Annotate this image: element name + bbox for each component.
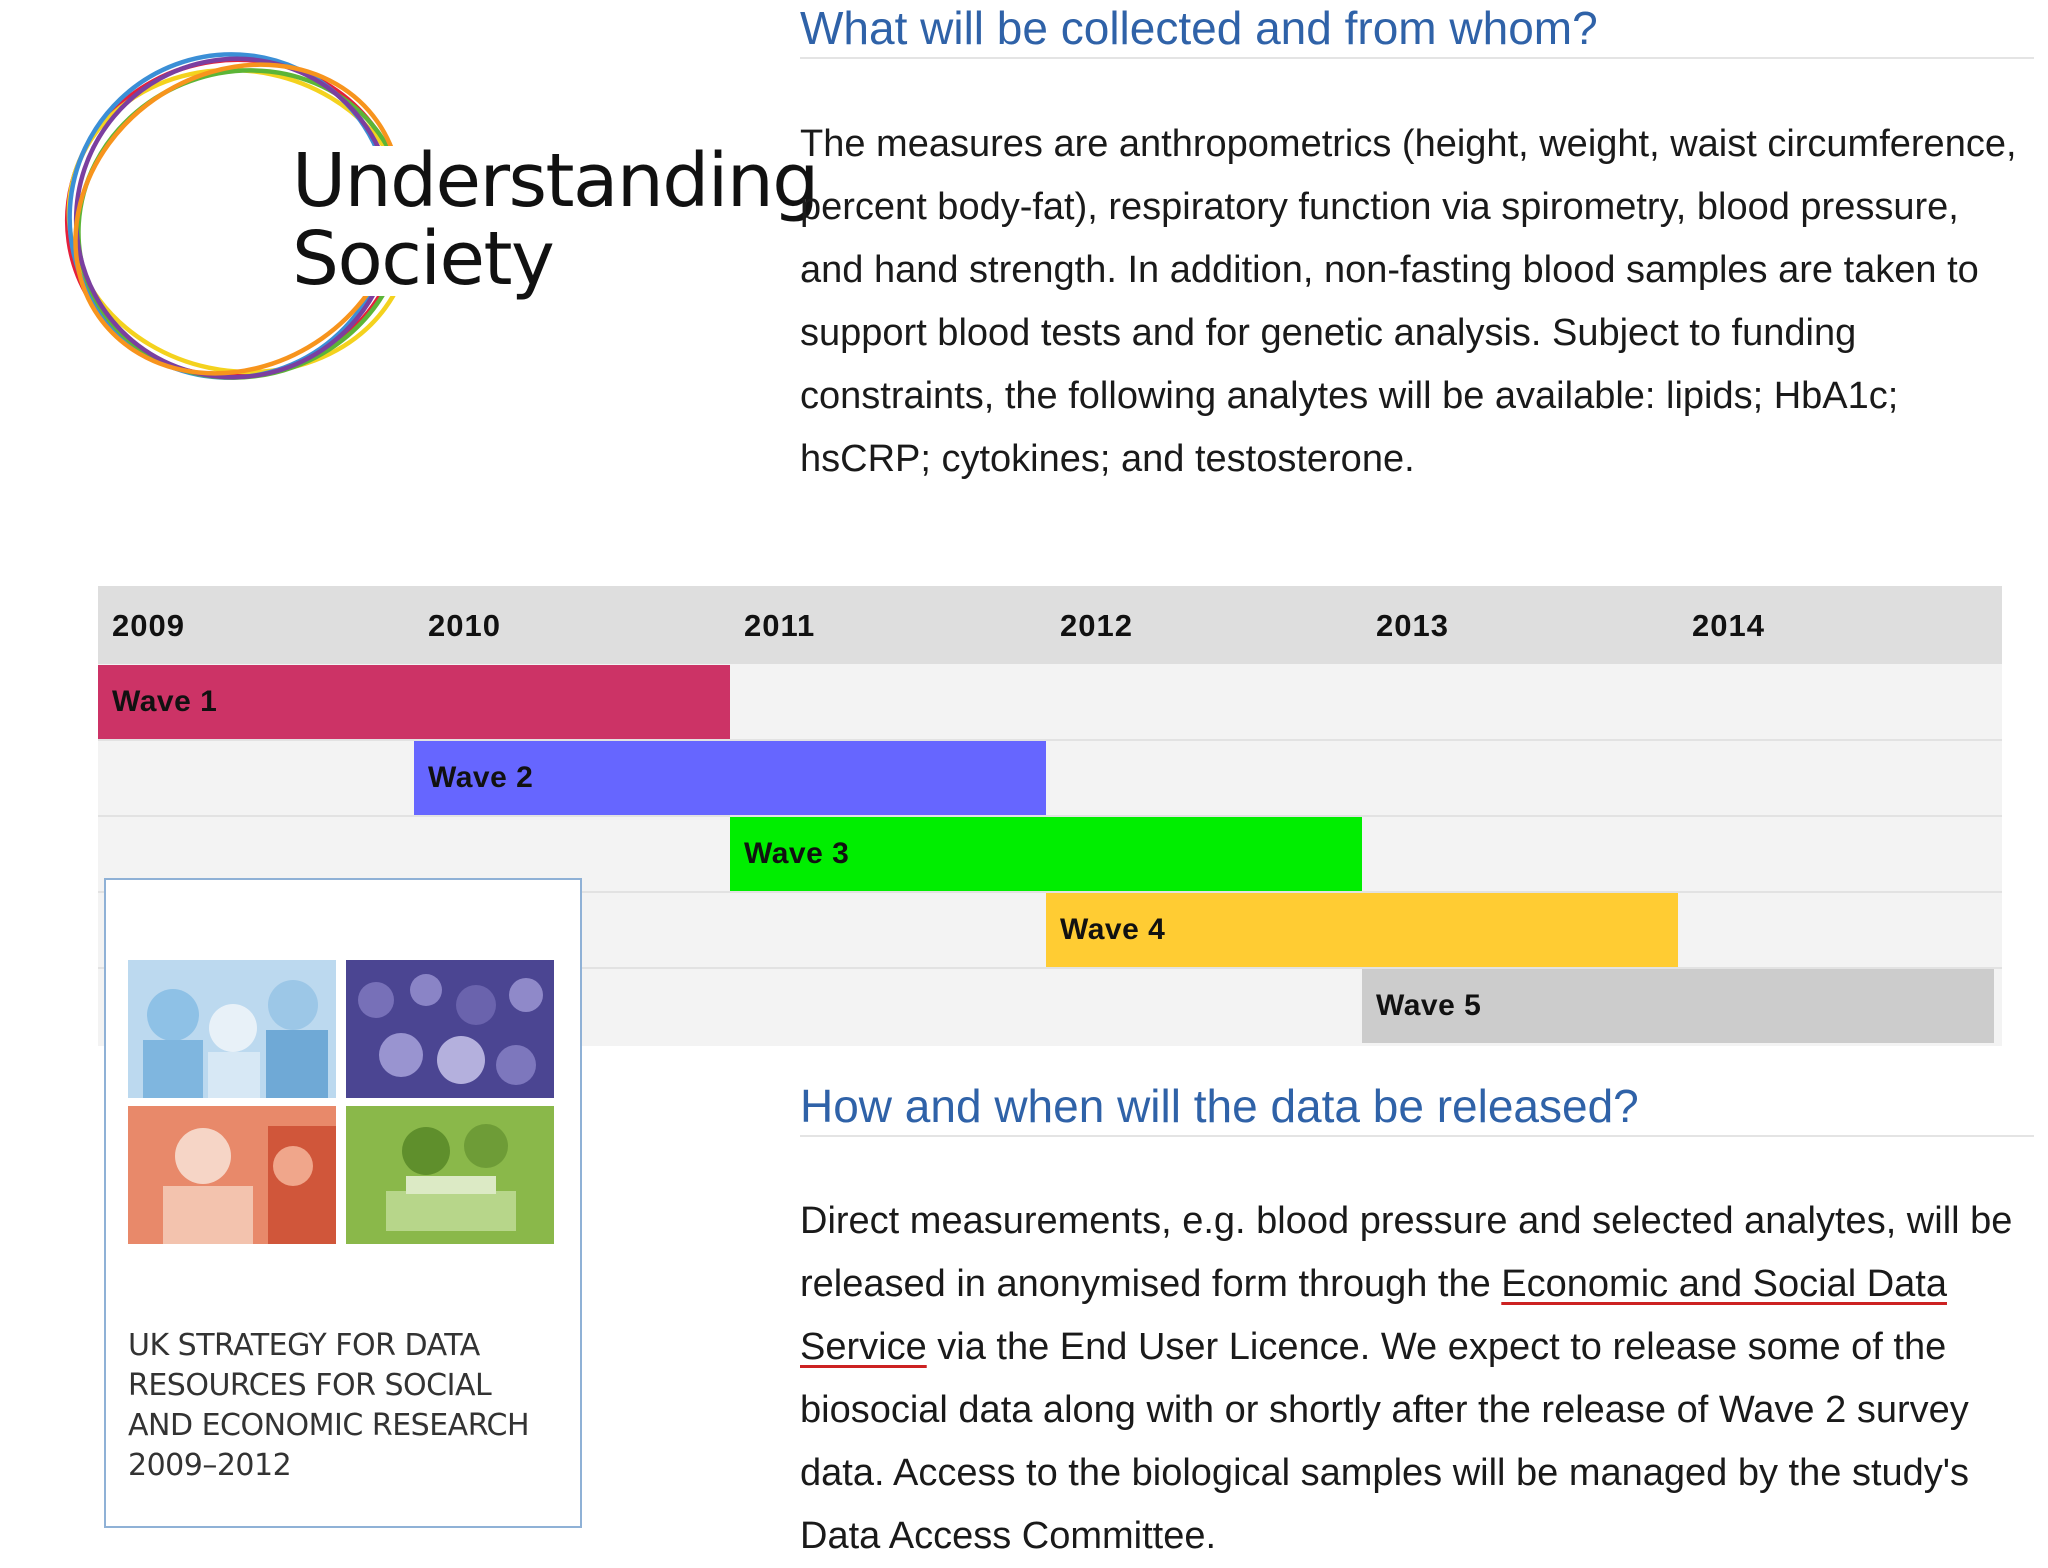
laptop-photo bbox=[346, 1106, 554, 1244]
heading-released: How and when will the data be released? bbox=[800, 1080, 2034, 1137]
report-title: UK STRATEGY FOR DATA RESOURCES FOR SOCIA… bbox=[128, 1326, 568, 1486]
report-title-line: 2009–2012 bbox=[128, 1448, 292, 1483]
timeline-year-label: 2009 bbox=[112, 608, 185, 643]
paragraph-released-part2: via the End User Licence. We expect to r… bbox=[800, 1326, 1970, 1557]
timeline-wave-bar: Wave 5 bbox=[1362, 969, 1994, 1043]
logo-text-line2: Society bbox=[292, 216, 555, 302]
timeline-wave-bar: Wave 2 bbox=[414, 741, 1046, 815]
logo-rings-icon bbox=[64, 52, 490, 380]
timeline-year-label: 2013 bbox=[1376, 608, 1449, 643]
logo-text-line1: Understanding bbox=[292, 138, 819, 224]
timeline-row-divider bbox=[98, 739, 2002, 741]
esds-link[interactable]: Economic and Social Data Service bbox=[800, 1263, 1947, 1368]
timeline-row-divider bbox=[98, 891, 2002, 893]
timeline-row-divider bbox=[98, 967, 2002, 969]
report-title-line: AND ECONOMIC RESEARCH bbox=[128, 1408, 530, 1443]
understanding-society-logo: Understanding Society bbox=[30, 26, 819, 416]
crowd-photo bbox=[346, 960, 554, 1098]
paragraph-collected: The measures are anthropometrics (height… bbox=[800, 123, 2017, 480]
elderly-photo bbox=[128, 1106, 336, 1244]
timeline-year-header: 2009 2010 2011 2012 2013 2014 bbox=[98, 586, 2002, 664]
family-photo bbox=[128, 960, 336, 1098]
timeline-wave-bar: Wave 3 bbox=[730, 817, 1362, 891]
report-title-line: RESOURCES FOR SOCIAL bbox=[128, 1368, 492, 1403]
timeline-year-label: 2014 bbox=[1692, 608, 1765, 643]
timeline-row-divider bbox=[98, 815, 2002, 817]
report-title-line: UK STRATEGY FOR DATA bbox=[128, 1328, 480, 1363]
timeline-wave-bar: Wave 1 bbox=[98, 665, 730, 739]
timeline-year-label: 2012 bbox=[1060, 608, 1133, 643]
heading-collected: What will be collected and from whom? bbox=[800, 2, 2034, 59]
timeline-year-label: 2010 bbox=[428, 608, 501, 643]
timeline-wave-bar: Wave 4 bbox=[1046, 893, 1678, 967]
report-cover[interactable]: UK STRATEGY FOR DATA RESOURCES FOR SOCIA… bbox=[104, 878, 582, 1528]
paragraph-released-part1: Direct measurements, e.g. blood pressure… bbox=[800, 1200, 2013, 1305]
timeline-year-label: 2011 bbox=[744, 608, 816, 643]
paragraph-released: Direct measurements, e.g. blood pressure… bbox=[800, 1190, 2024, 1568]
